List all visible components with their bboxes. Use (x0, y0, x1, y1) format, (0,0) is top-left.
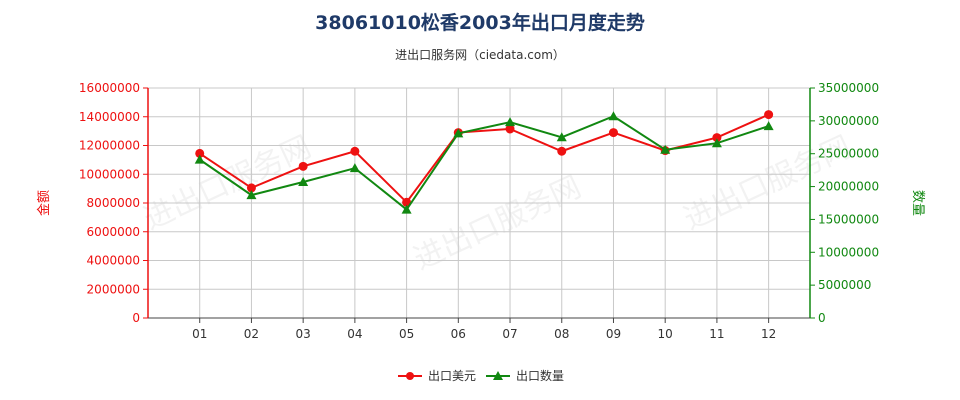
x-tick-label: 05 (399, 327, 414, 341)
series-line-quantity (199, 115, 769, 212)
amount-point (557, 146, 567, 156)
quantity-point (556, 132, 567, 142)
left-tick-label: 2000000 (87, 282, 140, 296)
amount-point (246, 183, 256, 193)
left-tick-label: 4000000 (87, 254, 140, 268)
right-tick-label: 10000000 (818, 245, 879, 259)
quantity-point (194, 154, 205, 164)
right-axis-title: 数量 (910, 190, 925, 216)
quantity-point (349, 163, 360, 173)
quantity-point (401, 204, 412, 214)
left-tick-label: 16000000 (79, 81, 140, 95)
amount-point (505, 124, 515, 134)
amount-point (350, 146, 360, 156)
watermark-text: 进出口服务网 (409, 169, 587, 277)
amount-point (608, 128, 618, 138)
left-tick-label: 6000000 (87, 225, 140, 239)
x-tick-label: 02 (244, 327, 259, 341)
series-layer (194, 110, 774, 214)
x-tick-label: 10 (658, 327, 673, 341)
x-tick-label: 12 (761, 327, 776, 341)
x-tick-label: 07 (502, 327, 517, 341)
x-tick-label: 04 (347, 327, 362, 341)
right-tick-label: 35000000 (818, 81, 879, 95)
left-tick-label: 8000000 (87, 196, 140, 210)
x-tick-label: 01 (192, 327, 207, 341)
legend-marker (493, 371, 503, 380)
right-tick-label: 0 (818, 311, 826, 325)
legend-label: 出口美元 (428, 369, 476, 383)
quantity-point (453, 128, 464, 138)
quantity-point (763, 121, 774, 131)
x-tick-label: 06 (451, 327, 466, 341)
quantity-point (505, 117, 516, 127)
amount-point (298, 161, 308, 171)
left-axis-title: 金额 (36, 190, 52, 216)
left-tick-label: 0 (132, 311, 140, 325)
right-tick-label: 5000000 (818, 278, 871, 292)
x-tick-label: 11 (709, 327, 724, 341)
right-tick-label: 15000000 (818, 212, 879, 226)
left-tick-label: 14000000 (79, 110, 140, 124)
right-tick-label: 30000000 (818, 114, 879, 128)
quantity-point (660, 144, 671, 154)
chart-title: 38061010松香2003年出口月度走势 (315, 12, 645, 34)
left-tick-label: 10000000 (79, 167, 140, 181)
grid-layer (147, 87, 811, 319)
left-tick-label: 12000000 (79, 139, 140, 153)
x-tick-label: 03 (296, 327, 311, 341)
amount-point (712, 133, 722, 143)
legend[interactable]: 出口美元 出口数量 (398, 368, 564, 383)
amount-point (764, 110, 774, 120)
quantity-point (711, 138, 722, 148)
axis-layer: 0200000040000006000000800000010000000120… (79, 81, 879, 341)
x-tick-label: 08 (554, 327, 569, 341)
legend-item[interactable]: 出口数量 (486, 368, 564, 383)
right-tick-label: 20000000 (818, 180, 879, 194)
chart-subtitle: 进出口服务网（ciedata.com） (395, 48, 565, 62)
quantity-point (246, 190, 257, 200)
quantity-point (608, 111, 619, 121)
right-tick-label: 25000000 (818, 147, 879, 161)
x-tick-label: 09 (606, 327, 621, 341)
amount-point (195, 148, 205, 158)
quantity-point (298, 176, 309, 186)
legend-label: 出口数量 (516, 368, 564, 383)
legend-marker (406, 372, 414, 380)
legend-item[interactable]: 出口美元 (398, 369, 476, 383)
